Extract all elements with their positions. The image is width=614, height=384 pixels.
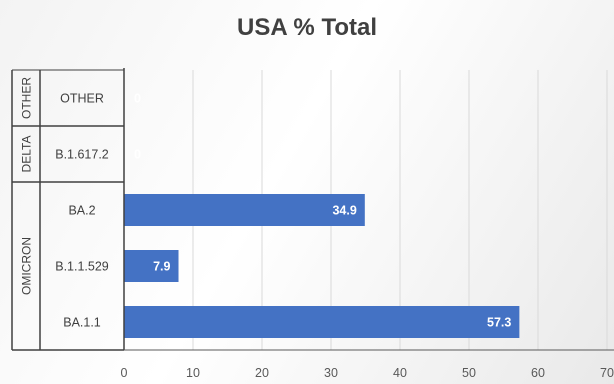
category-label: B.1.1.529 [55, 260, 109, 274]
category-label: OTHER [60, 92, 104, 106]
x-tick-label: 70 [600, 366, 614, 380]
x-tick-label: 10 [186, 366, 200, 380]
category-label: BA.2 [68, 204, 95, 218]
bar [124, 250, 179, 282]
data-label: 0 [134, 92, 141, 106]
x-tick-label: 50 [462, 366, 476, 380]
x-tick-label: 0 [121, 366, 128, 380]
bar [124, 306, 520, 338]
x-tick-label: 20 [255, 366, 269, 380]
group-label: OMICRON [20, 237, 34, 295]
x-tick-label: 60 [531, 366, 545, 380]
chart-title: USA % Total [236, 14, 377, 41]
data-label: 7.9 [153, 260, 170, 274]
category-label: B.1.617.2 [55, 148, 109, 162]
x-tick-label: 40 [393, 366, 407, 380]
data-label: 0 [134, 148, 141, 162]
group-label: DELTA [20, 136, 34, 173]
x-tick-label: 30 [324, 366, 338, 380]
category-label: BA.1.1 [63, 316, 101, 330]
bar [124, 194, 365, 226]
data-label: 57.3 [487, 316, 511, 330]
data-label: 34.9 [332, 204, 356, 218]
group-label: OTHER [20, 77, 34, 119]
